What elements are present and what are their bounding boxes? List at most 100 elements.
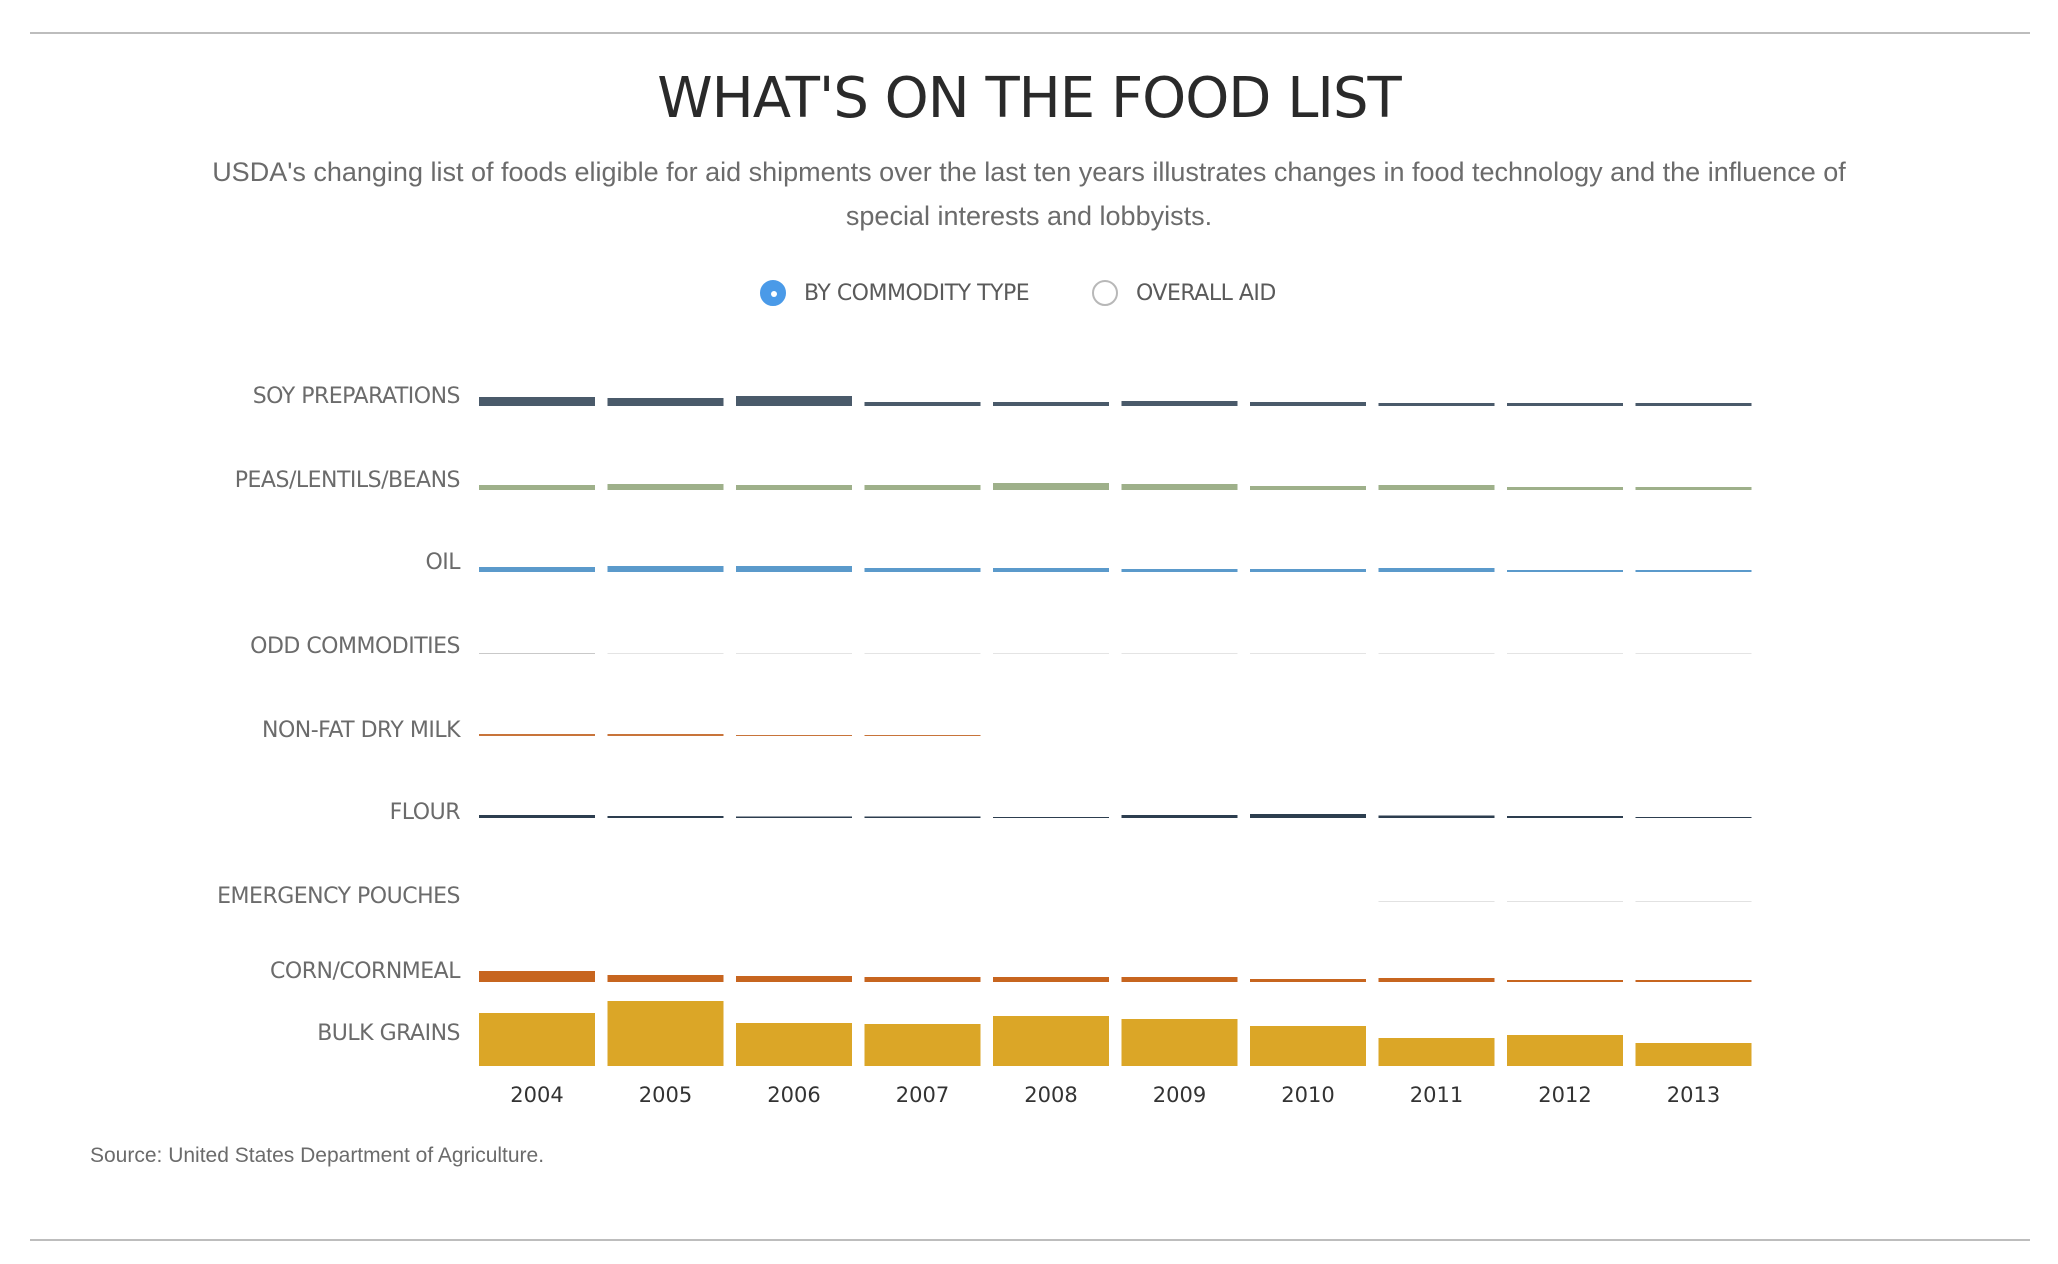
source-note: Source: United States Department of Agri… [90,1144,545,1167]
commodity-bar-chart: SOY PREPARATIONS PEAS/LENTILS/BEANS OIL ODD… [217,384,1752,1107]
bar-oil-2009[interactable] [1121,569,1238,572]
bar-soy-preparations-2013[interactable] [1635,403,1752,406]
bar-peas-lentils-beans-2012[interactable] [1507,487,1623,490]
year-label-2012: 2012 [1538,1083,1591,1107]
bar-odd-commodities-2012[interactable] [1507,653,1623,655]
bar-bulk-grains-2004[interactable] [479,1013,595,1066]
row-label-odd-commodities: ODD COMMODITIES [250,634,460,659]
year-label-2010: 2010 [1281,1083,1334,1107]
row-label-peas-lentils-beans: PEAS/LENTILS/BEANS [235,468,460,493]
bar-oil-2005[interactable] [607,566,724,572]
bar-bulk-grains-2012[interactable] [1507,1035,1623,1066]
bar-corn-cornmeal-2006[interactable] [736,976,852,982]
bar-flour-2013[interactable] [1635,817,1752,818]
bar-soy-preparations-2006[interactable] [736,396,852,406]
bar-peas-lentils-beans-2009[interactable] [1121,484,1238,490]
bar-corn-cornmeal-2010[interactable] [1250,979,1366,982]
bar-peas-lentils-beans-2006[interactable] [736,485,852,490]
by-commodity-type-radio[interactable]: BY COMMODITY TYPE [760,280,1030,306]
bar-odd-commodities-2005[interactable] [607,653,724,655]
chart-subtitle: USDA's changing list of foods eligible f… [212,157,1846,231]
bar-peas-lentils-beans-2005[interactable] [607,484,724,490]
row-label-flour: FLOUR [390,800,461,825]
year-label-2007: 2007 [896,1083,949,1107]
row-label-soy-preparations: SOY PREPARATIONS [253,384,460,409]
bar-odd-commodities-2006[interactable] [736,653,852,655]
bar-soy-preparations-2005[interactable] [607,398,724,406]
bar-non-fat-dry-milk-2004[interactable] [479,734,595,736]
bar-odd-commodities-2007[interactable] [864,653,981,655]
bar-corn-cornmeal-2004[interactable] [479,971,595,982]
bar-oil-2004[interactable] [479,567,595,572]
bar-odd-commodities-2011[interactable] [1378,653,1495,655]
bar-flour-2012[interactable] [1507,816,1623,818]
bar-soy-preparations-2011[interactable] [1378,403,1495,406]
bar-soy-preparations-2008[interactable] [993,402,1109,406]
bar-peas-lentils-beans-2008[interactable] [993,483,1109,490]
bar-emergency-pouches-2013[interactable] [1635,901,1752,902]
bar-oil-2006[interactable] [736,566,852,572]
bar-corn-cornmeal-2009[interactable] [1121,977,1238,982]
bar-oil-2007[interactable] [864,568,981,572]
bar-corn-cornmeal-2005[interactable] [607,975,724,982]
bar-non-fat-dry-milk-2007[interactable] [864,735,981,736]
bar-flour-2011[interactable] [1378,815,1495,819]
overall-aid-radio[interactable]: OVERALL AID [1092,280,1276,306]
bar-odd-commodities-2009[interactable] [1121,653,1238,655]
bar-bulk-grains-2013[interactable] [1635,1043,1752,1066]
bar-bulk-grains-2008[interactable] [993,1016,1109,1066]
row-label-bulk-grains: BULK GRAINS [317,1021,460,1046]
bar-peas-lentils-beans-2004[interactable] [479,485,595,490]
bar-corn-cornmeal-2007[interactable] [864,977,981,982]
bar-flour-2010[interactable] [1250,814,1366,818]
bar-flour-2006[interactable] [736,816,852,819]
bar-bulk-grains-2011[interactable] [1378,1038,1495,1066]
bar-soy-preparations-2012[interactable] [1507,403,1623,406]
row-label-oil: OIL [425,550,461,575]
bar-flour-2007[interactable] [864,816,981,819]
bar-oil-2013[interactable] [1635,570,1752,572]
row-label-corn-cornmeal: CORN/CORNMEAL [270,959,461,984]
year-label-2004: 2004 [510,1083,563,1107]
bar-bulk-grains-2009[interactable] [1121,1019,1238,1066]
bar-bulk-grains-2005[interactable] [607,1001,724,1066]
bar-corn-cornmeal-2011[interactable] [1378,978,1495,982]
bar-peas-lentils-beans-2007[interactable] [864,485,981,490]
bar-bulk-grains-2010[interactable] [1250,1026,1366,1066]
bar-soy-preparations-2004[interactable] [479,397,595,406]
year-label-2013: 2013 [1667,1083,1720,1107]
bar-oil-2012[interactable] [1507,570,1623,572]
bar-bulk-grains-2006[interactable] [736,1023,852,1066]
bar-non-fat-dry-milk-2005[interactable] [607,734,724,736]
bar-corn-cornmeal-2012[interactable] [1507,980,1623,982]
bar-soy-preparations-2007[interactable] [864,402,981,406]
bar-bulk-grains-2007[interactable] [864,1024,981,1066]
bar-non-fat-dry-milk-2006[interactable] [736,735,852,736]
row-label-non-fat-dry-milk: NON-FAT DRY MILK [262,718,461,743]
bottom-divider [30,1239,2030,1241]
bar-peas-lentils-beans-2011[interactable] [1378,485,1495,490]
bar-oil-2011[interactable] [1378,568,1495,572]
bar-emergency-pouches-2012[interactable] [1507,901,1623,902]
bar-odd-commodities-2010[interactable] [1250,653,1366,655]
bar-emergency-pouches-2011[interactable] [1378,901,1495,902]
bar-odd-commodities-2004[interactable] [479,653,595,654]
bar-flour-2009[interactable] [1121,815,1238,818]
year-label-2005: 2005 [639,1083,692,1107]
bar-oil-2008[interactable] [993,568,1109,572]
year-label-2008: 2008 [1024,1083,1077,1107]
bar-corn-cornmeal-2008[interactable] [993,977,1109,982]
bar-peas-lentils-beans-2010[interactable] [1250,486,1366,490]
bar-soy-preparations-2010[interactable] [1250,402,1366,406]
bar-flour-2005[interactable] [607,816,724,818]
bar-odd-commodities-2008[interactable] [993,653,1109,655]
bar-oil-2010[interactable] [1250,569,1366,572]
bar-odd-commodities-2013[interactable] [1635,653,1752,655]
bar-corn-cornmeal-2013[interactable] [1635,980,1752,982]
overall-aid-label: OVERALL AID [1136,280,1276,306]
bar-flour-2004[interactable] [479,815,595,818]
bar-flour-2008[interactable] [993,817,1109,818]
bar-peas-lentils-beans-2013[interactable] [1635,487,1752,490]
top-divider [30,32,2030,34]
bar-soy-preparations-2009[interactable] [1121,401,1238,406]
